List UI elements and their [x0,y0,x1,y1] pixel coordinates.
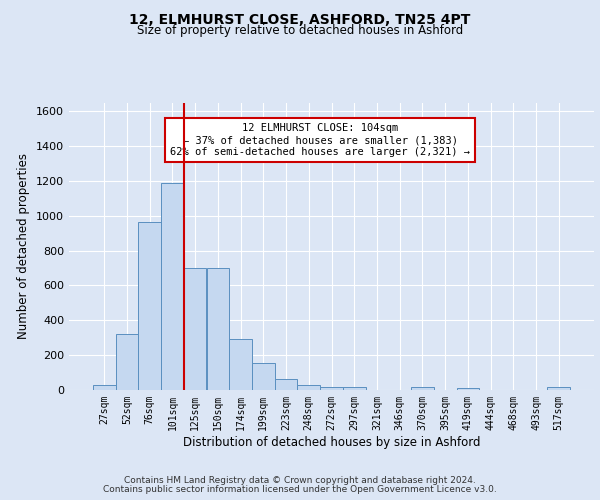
Text: Size of property relative to detached houses in Ashford: Size of property relative to detached ho… [137,24,463,37]
Bar [184,268,206,390]
Text: 12 ELMHURST CLOSE: 104sqm
← 37% of detached houses are smaller (1,383)
62% of se: 12 ELMHURST CLOSE: 104sqm ← 37% of detac… [170,124,470,156]
Bar [93,385,116,390]
Bar [320,386,343,390]
Bar [116,334,139,390]
Bar [457,388,479,390]
Text: Contains HM Land Registry data © Crown copyright and database right 2024.: Contains HM Land Registry data © Crown c… [124,476,476,485]
Bar [275,378,298,390]
Y-axis label: Number of detached properties: Number of detached properties [17,153,31,340]
Text: 12, ELMHURST CLOSE, ASHFORD, TN25 4PT: 12, ELMHURST CLOSE, ASHFORD, TN25 4PT [130,12,470,26]
Bar [547,388,570,390]
Bar [139,222,161,390]
Bar [252,363,275,390]
Text: Contains public sector information licensed under the Open Government Licence v3: Contains public sector information licen… [103,485,497,494]
Bar [206,268,229,390]
Bar [343,386,365,390]
X-axis label: Distribution of detached houses by size in Ashford: Distribution of detached houses by size … [183,436,480,448]
Bar [229,338,252,390]
Bar [161,182,184,390]
Bar [411,388,434,390]
Bar [298,385,320,390]
